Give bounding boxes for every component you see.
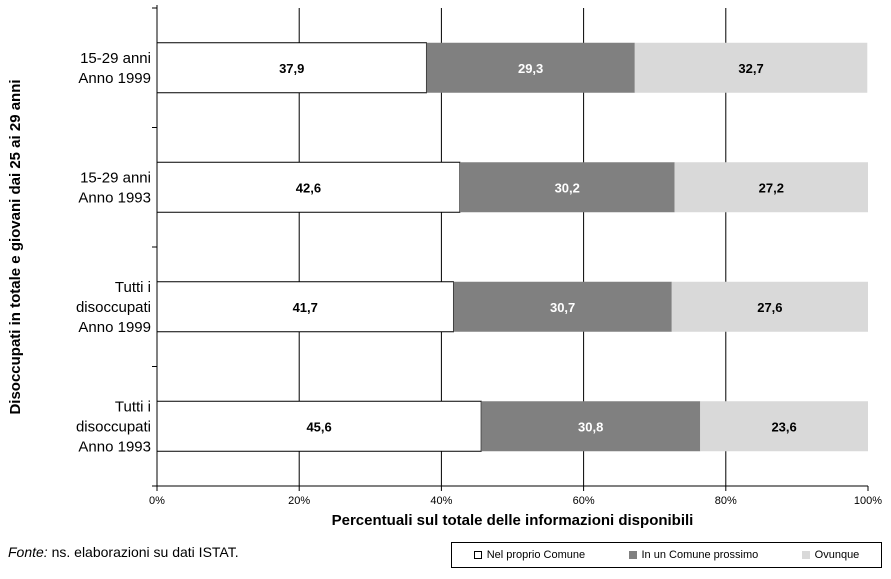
data-label: 45,6 xyxy=(306,419,331,434)
category-label: 15-29 anni xyxy=(80,169,151,186)
bar-segment xyxy=(671,281,868,332)
x-tick-label: 80% xyxy=(715,495,737,507)
legend-item: Nel proprio Comune xyxy=(473,549,586,561)
x-axis-title: Percentuali sul totale delle informazion… xyxy=(332,512,694,529)
bar-segment xyxy=(700,401,868,452)
category-label: disoccupati xyxy=(76,418,151,435)
source-note: Fonte: ns. elaborazioni su dati ISTAT. xyxy=(8,544,239,560)
category-label: Anno 1999 xyxy=(78,70,151,87)
legend-item: In un Comune prossimo xyxy=(628,549,759,561)
bar-segment xyxy=(634,42,868,93)
x-tick-label: 60% xyxy=(573,495,595,507)
category-label: Anno 1999 xyxy=(78,319,151,336)
data-label: 29,3 xyxy=(518,61,543,76)
legend-swatch xyxy=(801,551,810,559)
legend-label: Ovunque xyxy=(814,549,860,561)
data-label: 41,7 xyxy=(293,300,318,315)
category-label: 15-29 anni xyxy=(80,50,151,67)
x-tick-label: 20% xyxy=(288,495,310,507)
x-tick-label: 100% xyxy=(854,495,882,507)
bar-segment xyxy=(156,400,482,452)
source-text: ns. elaborazioni su dati ISTAT. xyxy=(47,544,239,560)
bar-segment xyxy=(156,42,427,94)
category-label: disoccupati xyxy=(76,299,151,316)
data-label: 32,7 xyxy=(738,61,763,76)
data-label: 27,6 xyxy=(757,300,782,315)
legend: Nel proprio Comune In un Comune prossimo O… xyxy=(451,542,882,568)
source-label: Fonte: xyxy=(8,544,48,560)
legend-item: Ovunque xyxy=(801,549,860,561)
data-label: 30,8 xyxy=(578,419,603,434)
category-label: Tutti i xyxy=(115,279,151,296)
legend-label: In un Comune prossimo xyxy=(641,549,759,561)
category-label: Anno 1993 xyxy=(78,438,151,455)
data-label: 30,2 xyxy=(555,180,580,195)
data-label: 37,9 xyxy=(279,61,304,76)
x-tick-label: 40% xyxy=(430,495,452,507)
data-label: 30,7 xyxy=(550,300,575,315)
category-label: Anno 1993 xyxy=(78,189,151,206)
legend-swatch xyxy=(473,551,482,559)
data-label: 27,2 xyxy=(759,180,784,195)
bar-segment xyxy=(426,42,635,93)
legend-swatch xyxy=(628,551,637,559)
bar-segment xyxy=(453,281,672,332)
legend-label: Nel proprio Comune xyxy=(486,549,586,561)
data-label: 42,6 xyxy=(296,180,321,195)
category-label: Tutti i xyxy=(115,398,151,415)
bar-segment xyxy=(674,162,868,213)
bar-segment xyxy=(156,281,454,333)
y-axis-title: Disoccupati in totale e giovani dai 25 a… xyxy=(7,79,24,414)
bar-segment xyxy=(481,401,701,452)
data-label: 23,6 xyxy=(771,419,796,434)
bar-segment xyxy=(459,162,675,213)
x-tick-label: 0% xyxy=(149,495,165,507)
